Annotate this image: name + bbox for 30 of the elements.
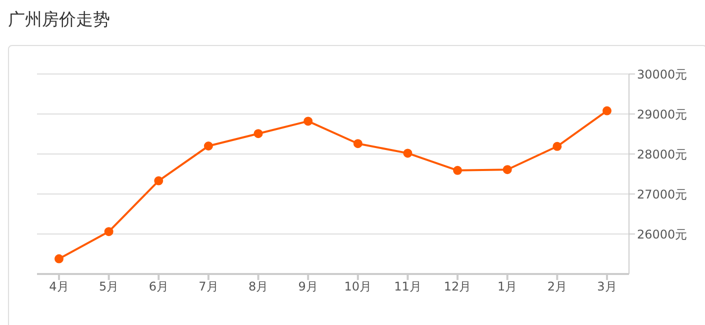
x-tick-label: 5月	[99, 280, 119, 294]
point	[403, 148, 412, 158]
point	[154, 176, 164, 186]
x-tick-label: 2月	[547, 280, 567, 294]
y-tick-label: 26000元	[637, 227, 688, 242]
x-tick-label: 9月	[298, 280, 318, 294]
point	[502, 165, 512, 174]
x-tick-label: 3月	[597, 280, 617, 294]
x-tick-label: 11月	[394, 280, 422, 294]
point	[602, 106, 612, 116]
point	[353, 139, 362, 148]
x-tick-label: 4月	[49, 280, 69, 294]
x-tick-label: 10月	[344, 280, 372, 294]
point	[304, 116, 313, 126]
y-tick-label: 29000元	[637, 107, 688, 122]
x-tick-label: 7月	[198, 280, 218, 294]
x-tick-label: 6月	[148, 280, 168, 294]
point	[204, 142, 213, 150]
x-tick-label: 1月	[498, 280, 518, 294]
x-tick-label: 8月	[248, 280, 268, 294]
y-tick-label: 27000元	[637, 187, 688, 202]
point	[254, 129, 263, 138]
point	[453, 166, 462, 175]
point	[552, 142, 562, 151]
y-tick-label: 30000元	[637, 67, 688, 82]
point	[54, 254, 64, 264]
x-tick-label: 12月	[444, 280, 472, 294]
chart-title: 广州房价走势	[8, 9, 111, 31]
point	[104, 227, 114, 236]
y-tick-label: 28000元	[637, 147, 688, 162]
